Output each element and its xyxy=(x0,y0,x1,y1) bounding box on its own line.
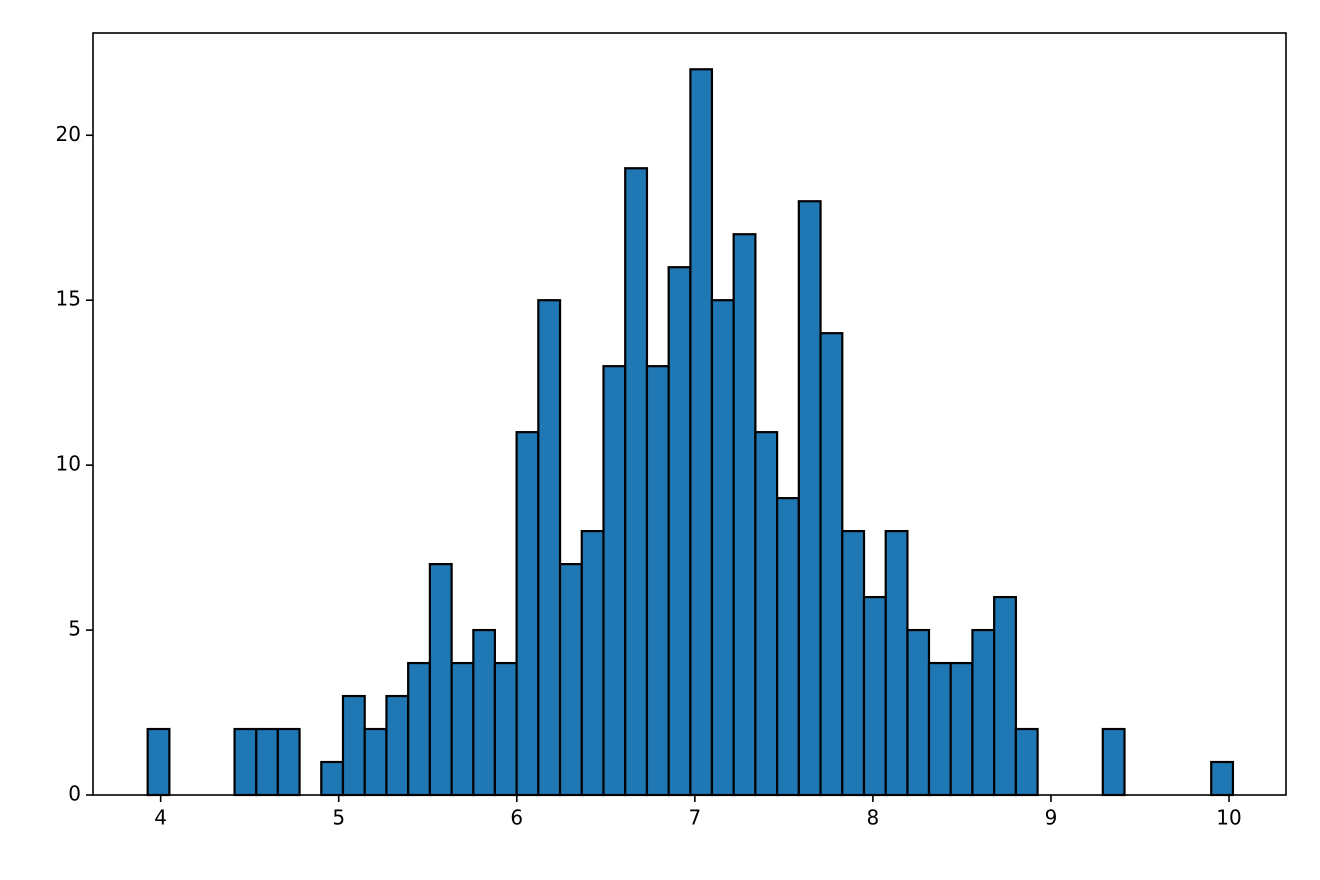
histogram-bar xyxy=(255,727,279,797)
histogram-bar xyxy=(927,661,952,797)
y-tick-label: 20 xyxy=(56,122,81,146)
histogram-bar xyxy=(1014,727,1039,797)
histogram-bar xyxy=(710,299,735,797)
histogram-bar xyxy=(862,595,887,797)
histogram-bar xyxy=(949,661,974,797)
histogram-bar xyxy=(233,727,258,797)
histogram-bar xyxy=(624,167,649,797)
histogram-bar xyxy=(971,628,996,797)
histogram-bar xyxy=(1101,727,1126,797)
histogram-bar xyxy=(993,595,1017,797)
histogram-bar xyxy=(363,727,388,797)
histogram-bar xyxy=(515,431,540,797)
histogram-bar xyxy=(884,530,909,797)
histogram-bar xyxy=(841,530,866,797)
histogram-bar xyxy=(341,694,366,797)
histogram-bar xyxy=(645,365,670,797)
histogram-bar xyxy=(493,661,518,797)
histogram-bar xyxy=(797,200,822,797)
histogram-bar xyxy=(276,727,301,797)
histogram-bar xyxy=(580,530,605,797)
y-tick-label: 10 xyxy=(56,452,81,476)
histogram-bar xyxy=(732,233,757,797)
x-tick-label: 7 xyxy=(688,806,701,830)
histogram-bar xyxy=(537,299,562,797)
histogram-bar xyxy=(819,332,844,797)
histogram-bar xyxy=(385,694,410,797)
x-tick-label: 5 xyxy=(332,806,345,830)
histogram-bar xyxy=(906,628,931,797)
histogram-bar xyxy=(472,628,496,797)
histogram-bar xyxy=(689,68,714,797)
x-tick-label: 6 xyxy=(510,806,523,830)
histogram-bar xyxy=(1210,760,1235,797)
y-tick-label: 5 xyxy=(68,617,81,641)
y-tick-label: 0 xyxy=(68,782,81,806)
histogram-bar xyxy=(754,431,779,797)
histogram-bar xyxy=(450,661,475,797)
plot-frame xyxy=(92,32,1287,796)
histogram-bar xyxy=(146,727,171,797)
x-tick-label: 9 xyxy=(1045,806,1058,830)
x-tick-label: 10 xyxy=(1216,806,1241,830)
histogram-bar xyxy=(558,562,583,797)
histogram-bar xyxy=(320,760,345,797)
y-tick-label: 15 xyxy=(56,287,81,311)
x-tick-label: 4 xyxy=(154,806,167,830)
histogram-bar xyxy=(428,562,453,797)
histogram-bar xyxy=(602,365,627,797)
x-tick-label: 8 xyxy=(867,806,880,830)
histogram-bar xyxy=(667,266,692,797)
histogram-bar xyxy=(776,497,800,797)
histogram-bar xyxy=(407,661,431,797)
